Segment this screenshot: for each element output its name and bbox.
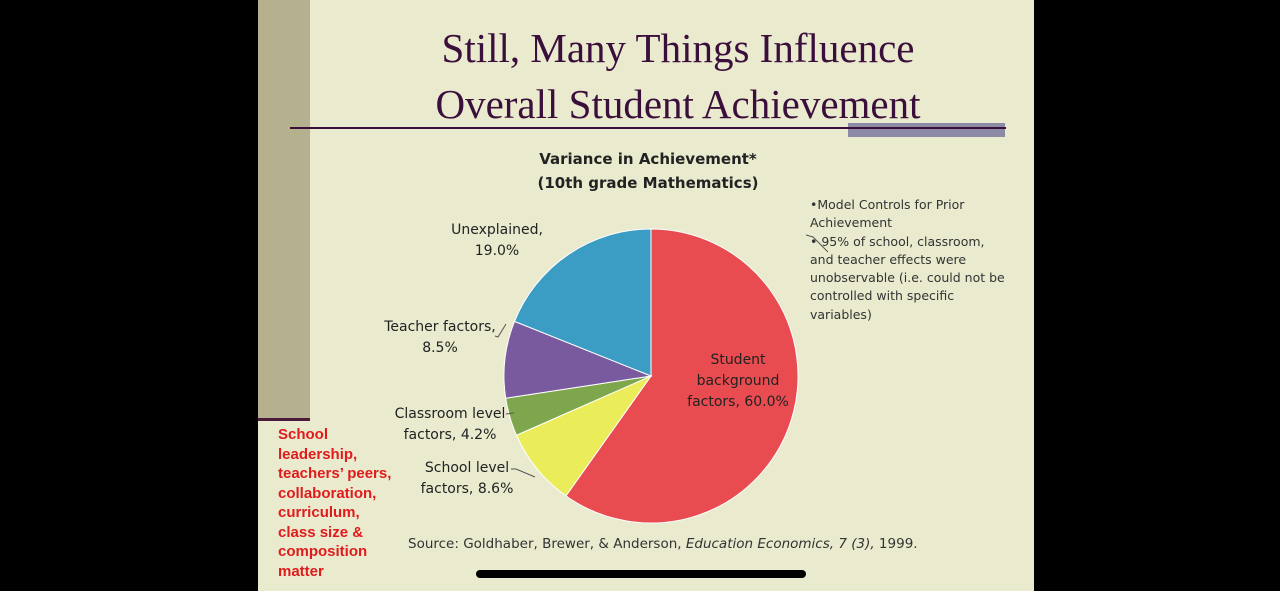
slice-label-teacher-line-2: 8.5%	[422, 340, 458, 356]
chart-title: Variance in Achievement* (10th grade Mat…	[488, 147, 808, 195]
slice-label-student-line-1: Student	[710, 352, 766, 368]
slice-label-school: School level factors, 8.6%	[412, 458, 522, 500]
title-rule-accent	[848, 123, 1005, 137]
source-authors: Source: Goldhaber, Brewer, & Anderson,	[408, 536, 682, 552]
pie-slices	[503, 228, 799, 524]
slice-label-teacher: Teacher factors, 8.5%	[376, 317, 504, 359]
callout-line: School	[278, 426, 329, 443]
pie-slice-student	[565, 228, 799, 524]
source-citation: Source: Goldhaber, Brewer, & Anderson, E…	[408, 536, 918, 552]
leader-classroom	[505, 412, 515, 415]
slice-label-unexplained-line-1: Unexplained,	[451, 222, 543, 238]
callout-line: class size &	[278, 523, 364, 541]
slice-label-teacher-line-1: Teacher factors,	[384, 319, 496, 335]
pie-slice-unexplained	[513, 228, 652, 377]
slice-label-classroom: Classroom level factors, 4.2%	[388, 404, 512, 446]
slice-label-student: Student background factors, 60.0%	[668, 350, 808, 413]
pie-chart	[494, 228, 829, 524]
chart-title-line-1: Variance in Achievement*	[539, 150, 757, 168]
title-rule	[290, 127, 1006, 129]
slice-label-student-line-3: factors, 60.0%	[687, 394, 789, 410]
slice-label-student-line-2: background	[696, 373, 780, 389]
model-notes: •Model Controls for Prior Achievement • …	[810, 196, 1010, 324]
label-leaders	[494, 234, 829, 478]
slice-label-classroom-line-1: Classroom level	[394, 406, 506, 422]
callout-line: leadership,	[278, 445, 358, 463]
callout-line: composition	[278, 543, 368, 560]
leader-school	[511, 468, 536, 478]
slice-label-unexplained: Unexplained, 19.0%	[442, 220, 552, 262]
source-journal: Education Economics, 7 (3),	[685, 536, 875, 552]
slice-label-unexplained-line-2: 19.0%	[474, 243, 520, 259]
title-line-1: Still, Many Things Influence	[441, 25, 915, 71]
callout-line: curriculum,	[278, 504, 360, 521]
slice-label-school-line-1: School level	[424, 460, 510, 476]
slice-label-school-line-2: factors, 8.6%	[420, 481, 514, 497]
slide-title: Still, Many Things Influence Overall Stu…	[328, 20, 1028, 132]
callout-line: teachers’ peers,	[278, 465, 392, 482]
home-indicator[interactable]	[476, 570, 806, 578]
source-year: 1999.	[878, 536, 918, 552]
title-line-2: Overall Student Achievement	[435, 81, 921, 127]
note-item-2: • 95% of school, classroom, and teacher …	[810, 233, 1005, 322]
callout-line: matter	[278, 562, 324, 580]
slide: Still, Many Things Influence Overall Stu…	[258, 0, 1034, 591]
influences-callout: School leadership, teachers’ peers, coll…	[278, 425, 418, 581]
left-accent-bar	[258, 0, 310, 420]
left-accent-line	[258, 418, 310, 421]
slice-label-classroom-line-2: factors, 4.2%	[403, 427, 497, 443]
leader-unexplained	[805, 234, 829, 253]
chart-title-line-2: (10th grade Mathematics)	[537, 174, 759, 192]
leader-teacher	[494, 323, 507, 338]
note-item-1: •Model Controls for Prior Achievement	[810, 197, 965, 231]
callout-line: collaboration,	[278, 484, 377, 502]
